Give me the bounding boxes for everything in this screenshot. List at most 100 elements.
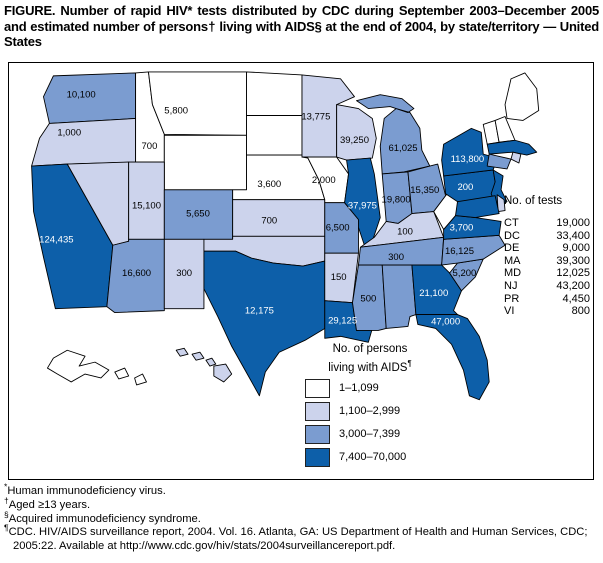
tests-label-az: 16,600 (122, 268, 151, 279)
footnote-marker: § (4, 508, 9, 519)
jurisdiction-abbr: PR (504, 292, 520, 305)
footnote-4: ¶CDC. HIV/AIDS surveillance report, 2004… (4, 522, 600, 554)
jurisdiction-tests-value: 43,200 (556, 279, 590, 292)
tests-label-la: 29,125 (328, 315, 357, 326)
tests-label-ny: 113,800 (451, 154, 485, 165)
tests-label-wi: 39,250 (340, 135, 369, 146)
state-ak (46, 349, 147, 386)
footnote-3: §Acquired immunodeficiency syndrome. (4, 510, 600, 527)
tests-label-tn: 300 (388, 252, 404, 263)
jurisdiction-abbr: CT (504, 217, 519, 229)
legend-item-2: 1,100–2,999 (305, 401, 435, 421)
state-mt (148, 71, 247, 136)
tests-label-nm: 300 (176, 268, 192, 279)
footnote-2: †Aged ≥13 years. (4, 496, 600, 513)
jurisdiction-tests-value: 12,025 (556, 267, 590, 280)
legend-item-4: 7,400–70,000 (305, 447, 435, 467)
jurisdiction-tests-value: 33,400 (556, 229, 590, 242)
aids-legend: No. of persons living with AIDS¶ 1–1,099… (305, 343, 435, 471)
tests-list-row-vi: VI 800 (504, 305, 590, 318)
tests-label-ca: 124,435 (39, 234, 73, 245)
legend-swatch-1 (305, 378, 330, 398)
tests-list-row-ct: CT 19,000 (504, 217, 590, 230)
tests-label-mn: 13,775 (301, 111, 330, 122)
state-or (31, 118, 137, 167)
tests-label-il: 37,975 (348, 201, 377, 212)
map-frame: 10,100 1,000 124,435 700 5,800 15,100 5,650 16,… (8, 62, 594, 480)
state-ct (486, 153, 512, 170)
jurisdiction-abbr: DE (504, 242, 520, 255)
tests-label-ky: 100 (397, 226, 413, 237)
state-hi (175, 347, 233, 383)
tests-label-sc: 5,200 (453, 268, 477, 279)
tests-label-ar: 150 (331, 272, 347, 283)
tests-list-row-dc: DC 33,400 (504, 230, 590, 243)
state-wy (163, 134, 247, 191)
state-wi (336, 104, 377, 161)
legend-range-label: 1–1,099 (339, 382, 379, 395)
legend-swatch-4 (305, 447, 330, 467)
jurisdiction-tests-value: 19,000 (556, 217, 590, 229)
state-fl (415, 314, 490, 401)
legend-range-label: 3,000–7,399 (339, 428, 401, 441)
legend-rows: 1–1,099 1,100–2,999 3,000–7,399 7,400–70,00… (305, 378, 435, 467)
tests-label-fl: 47,000 (431, 316, 460, 327)
tests-label-oh: 15,350 (410, 185, 439, 196)
state-ma (486, 139, 538, 156)
tests-list-title: No. of tests (504, 195, 563, 207)
footnote-text: Human immunodeficiency virus. (7, 485, 166, 497)
footnote-marker: † (4, 495, 9, 506)
tests-list-row-ma: MA 39,300 (504, 255, 590, 268)
tests-label-id: 700 (142, 141, 158, 152)
jurisdiction-tests-value: 9,000 (562, 242, 590, 255)
tests-label-pa: 200 (457, 182, 473, 193)
jurisdiction-tests-value: 800 (571, 305, 590, 318)
jurisdiction-tests-value: 4,450 (562, 292, 590, 305)
legend-item-1: 1–1,099 (305, 378, 435, 398)
us-choropleth-map: 10,100 1,000 124,435 700 5,800 15,100 5,650 16,… (31, 71, 540, 401)
tests-label-mt: 5,800 (164, 106, 188, 117)
tests-label-tx: 12,175 (245, 306, 274, 317)
state-me (504, 72, 540, 121)
tests-list-row-pr: PR 4,450 (504, 293, 590, 306)
tests-label-co: 5,650 (186, 209, 210, 220)
footnote-text: Aged ≥13 years. (8, 498, 91, 511)
legend-swatch-3 (305, 424, 330, 444)
legend-title: No. of persons living with AIDS¶ (328, 343, 412, 374)
state-md (455, 195, 500, 218)
tests-label-in: 19,800 (382, 195, 411, 206)
tests-list-row-de: DE 9,000 (504, 242, 590, 255)
tests-label-ne: 3,600 (257, 179, 281, 190)
jurisdiction-abbr: MA (504, 254, 521, 267)
tests-label-or: 1,000 (57, 127, 81, 138)
tests-label-wa: 10,100 (67, 90, 96, 101)
tests-label-ut: 15,100 (132, 201, 161, 212)
legend-item-3: 3,000–7,399 (305, 424, 435, 444)
tests-label-mo: 6,500 (326, 222, 350, 233)
tests-label-ms: 500 (360, 294, 376, 305)
state-nh (494, 116, 516, 143)
state-sd (246, 115, 303, 156)
tests-label-va: 3,700 (450, 222, 474, 233)
footnote-marker: ¶ (4, 522, 9, 533)
state-ri (510, 151, 522, 164)
jurisdiction-abbr: DC (504, 229, 520, 242)
state-ks (232, 199, 326, 237)
footnotes: *Human immunodeficiency virus. †Aged ≥13 … (4, 482, 600, 554)
tests-label-ga: 21,100 (419, 288, 448, 299)
tests-label-ia: 2,000 (312, 175, 336, 186)
jurisdiction-abbr: NJ (504, 279, 518, 292)
state-nm (163, 238, 205, 310)
footnote-marker: * (4, 481, 8, 492)
legend-title-superscript: ¶ (407, 358, 412, 368)
jurisdiction-tests-value: 39,300 (556, 254, 590, 267)
state-nd (246, 71, 303, 116)
tests-list-rows: CT 19,000 DC 33,400 DE 9,000 MA 39,300 MD 12,025 N… (504, 217, 590, 318)
jurisdiction-abbr: VI (504, 305, 515, 318)
state-tx (203, 250, 326, 397)
tests-list-row-nj: NJ 43,200 (504, 280, 590, 293)
legend-swatch-2 (305, 401, 330, 421)
tests-label-mi: 61,025 (388, 143, 417, 154)
tests-label-nc: 16,125 (445, 246, 474, 257)
